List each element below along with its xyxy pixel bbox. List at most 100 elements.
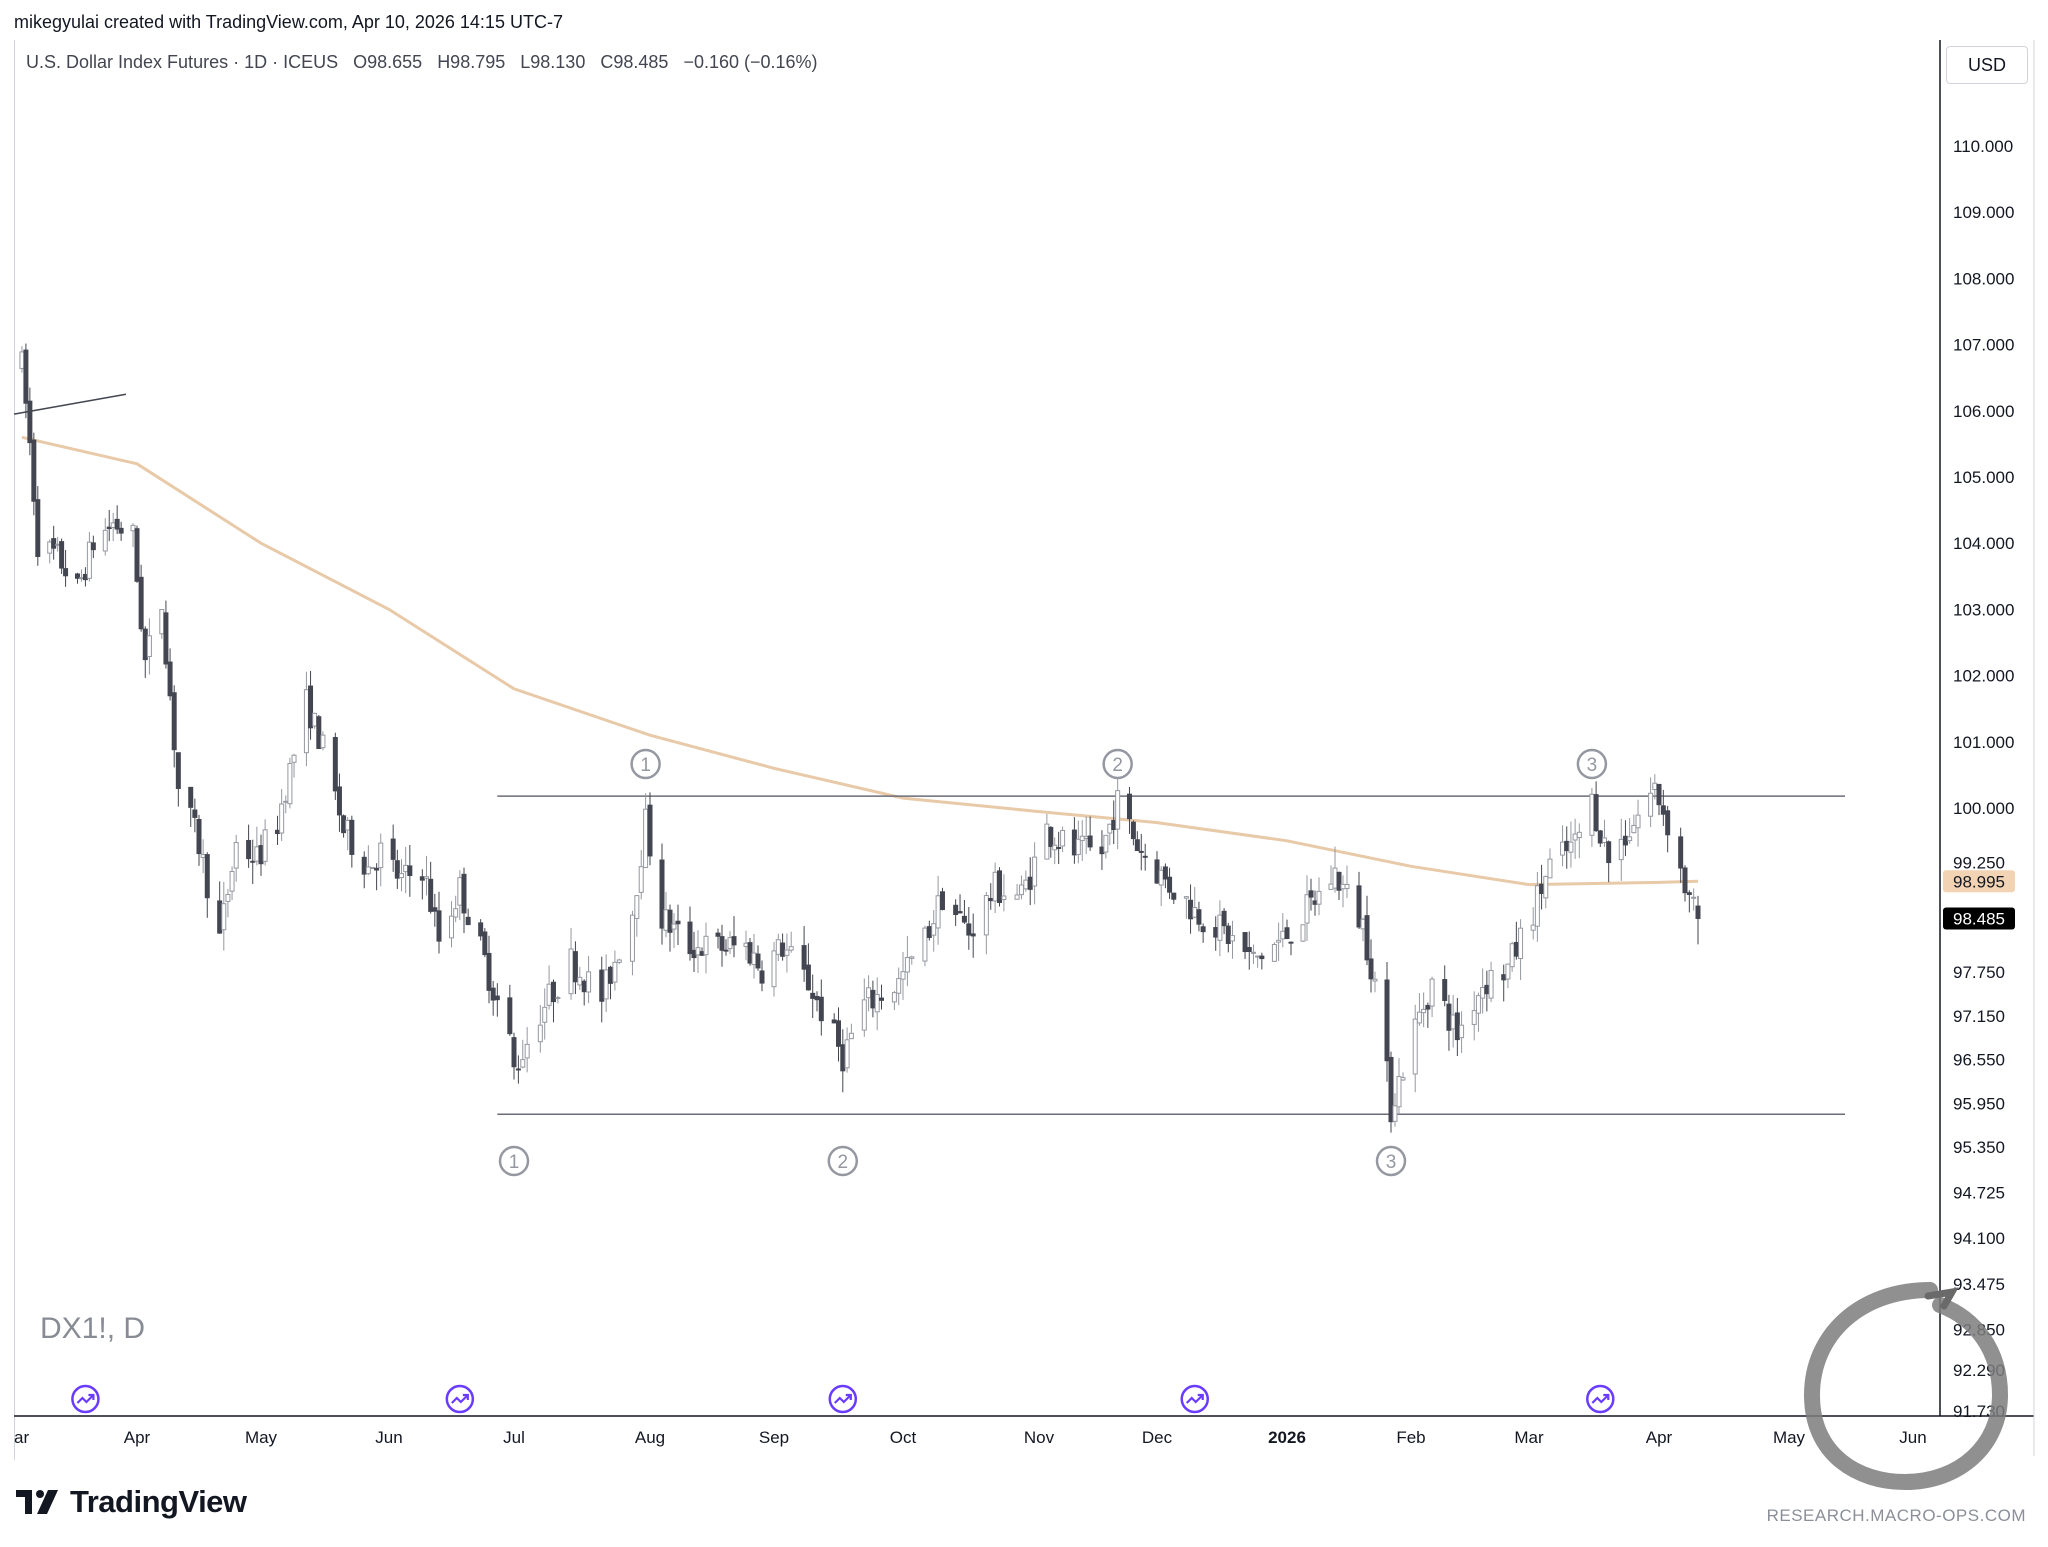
candle[interactable]	[848, 1023, 854, 1040]
candle[interactable]	[1631, 814, 1637, 834]
candle[interactable]	[1188, 884, 1194, 934]
candle[interactable]	[1513, 921, 1519, 960]
candle[interactable]	[1154, 851, 1160, 885]
candle[interactable]	[171, 685, 177, 768]
candle[interactable]	[1060, 826, 1066, 853]
candle[interactable]	[1392, 1093, 1398, 1127]
candle[interactable]	[217, 881, 223, 934]
candle[interactable]	[870, 980, 876, 1018]
symbol-legend[interactable]: U.S. Dollar Index Futures · 1D · ICEUS O…	[26, 52, 828, 73]
candle[interactable]	[1539, 864, 1545, 910]
currency-selector[interactable]: USD	[1946, 46, 2028, 84]
candle[interactable]	[1560, 825, 1566, 867]
candle[interactable]	[1421, 992, 1427, 1028]
candle[interactable]	[667, 904, 673, 952]
candle[interactable]	[1572, 818, 1578, 859]
candle[interactable]	[432, 893, 438, 927]
candle[interactable]	[478, 919, 484, 941]
candle[interactable]	[1044, 813, 1050, 860]
candle[interactable]	[1027, 857, 1033, 906]
candle[interactable]	[303, 671, 309, 767]
candle[interactable]	[638, 849, 644, 900]
candle[interactable]	[1568, 821, 1574, 868]
candle[interactable]	[250, 839, 256, 885]
candle[interactable]	[163, 600, 169, 669]
candle[interactable]	[1255, 955, 1261, 968]
candle[interactable]	[874, 977, 880, 1031]
candle[interactable]	[1534, 872, 1540, 942]
candle[interactable]	[233, 834, 239, 882]
candle[interactable]	[719, 924, 725, 967]
candle[interactable]	[1543, 875, 1549, 909]
candle[interactable]	[612, 950, 618, 991]
event-marker-icon[interactable]	[445, 1384, 475, 1414]
candle[interactable]	[188, 786, 194, 827]
candle[interactable]	[465, 908, 471, 926]
candle[interactable]	[1505, 963, 1511, 989]
candle[interactable]	[114, 505, 120, 535]
wave-pivot-marker[interactable]: 1	[630, 748, 661, 780]
candle[interactable]	[106, 509, 112, 542]
candle[interactable]	[1213, 916, 1219, 951]
candle[interactable]	[840, 1029, 846, 1093]
candle[interactable]	[997, 867, 1003, 907]
candle[interactable]	[374, 863, 380, 891]
candle[interactable]	[35, 486, 41, 566]
symbol-title[interactable]: U.S. Dollar Index Futures · 1D · ICEUS	[26, 52, 339, 72]
candle[interactable]	[586, 955, 592, 1004]
candle[interactable]	[581, 979, 587, 1006]
candle[interactable]	[771, 942, 777, 997]
candle[interactable]	[275, 815, 281, 845]
candle[interactable]	[935, 875, 941, 945]
candle[interactable]	[283, 795, 289, 814]
candle[interactable]	[1167, 867, 1173, 899]
candle[interactable]	[312, 712, 318, 729]
candle[interactable]	[175, 752, 181, 807]
candle[interactable]	[51, 525, 57, 560]
candle[interactable]	[1660, 789, 1666, 826]
candle[interactable]	[1682, 865, 1688, 902]
candle[interactable]	[1087, 816, 1093, 851]
candle[interactable]	[747, 938, 753, 966]
candle[interactable]	[1250, 944, 1256, 965]
candle[interactable]	[957, 894, 963, 914]
candle[interactable]	[801, 926, 807, 982]
candle[interactable]	[546, 965, 552, 1010]
candle[interactable]	[1288, 941, 1294, 956]
candle[interactable]	[1656, 783, 1662, 816]
candle[interactable]	[31, 432, 37, 516]
candle[interactable]	[345, 817, 351, 851]
candle[interactable]	[1103, 834, 1109, 859]
candle[interactable]	[1593, 781, 1599, 833]
candle[interactable]	[1576, 823, 1582, 859]
wave-pivot-marker[interactable]: 3	[1576, 748, 1608, 780]
candle[interactable]	[572, 941, 578, 994]
candle[interactable]	[805, 943, 811, 991]
candle[interactable]	[349, 815, 355, 868]
candle[interactable]	[1014, 883, 1020, 900]
candle[interactable]	[1171, 892, 1177, 905]
candle[interactable]	[361, 851, 367, 889]
candle[interactable]	[1115, 772, 1121, 850]
candle[interactable]	[818, 979, 824, 1036]
event-marker-icon[interactable]	[1586, 1384, 1615, 1414]
candle[interactable]	[608, 965, 614, 1000]
candle[interactable]	[1695, 895, 1701, 945]
candle[interactable]	[1162, 863, 1168, 889]
candle[interactable]	[751, 933, 757, 979]
candle[interactable]	[1271, 942, 1277, 962]
candle[interactable]	[647, 792, 653, 866]
tradingview-logo[interactable]: TradingView	[16, 1482, 247, 1522]
candle[interactable]	[1130, 820, 1136, 846]
candle[interactable]	[810, 974, 816, 1019]
chart-pane[interactable]	[14, 40, 2048, 1460]
candle[interactable]	[1488, 961, 1494, 1003]
candle[interactable]	[1360, 917, 1366, 942]
candle[interactable]	[1217, 900, 1223, 957]
candle[interactable]	[1304, 875, 1310, 941]
candle[interactable]	[1518, 919, 1524, 981]
candle[interactable]	[254, 826, 260, 866]
candle[interactable]	[1412, 1004, 1418, 1093]
candle[interactable]	[939, 887, 945, 911]
candle[interactable]	[511, 1032, 517, 1080]
